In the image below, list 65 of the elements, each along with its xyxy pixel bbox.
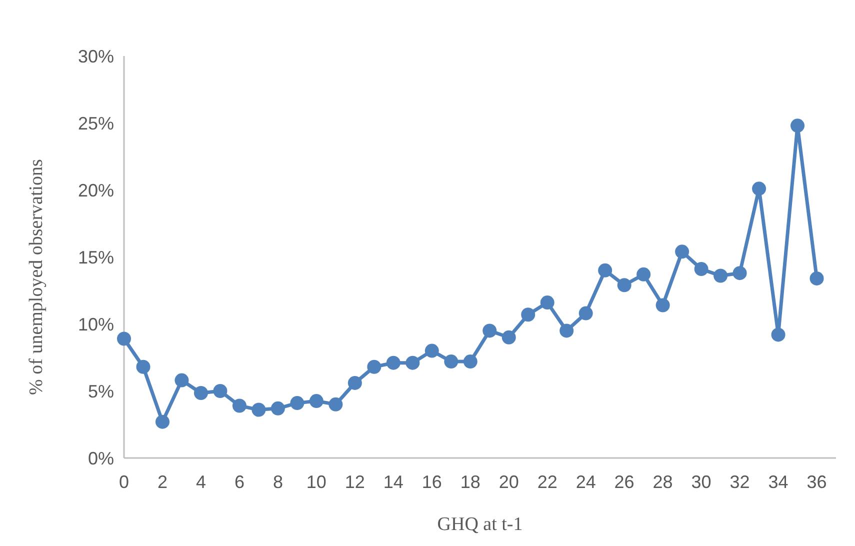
point: [424, 344, 439, 358]
x-tick-label: 16: [422, 472, 442, 492]
point: [694, 262, 708, 276]
point: [675, 244, 690, 259]
point: [598, 263, 612, 278]
point: [636, 267, 651, 282]
x-tick-label: 30: [691, 472, 712, 492]
x-tick-label: 32: [730, 472, 750, 492]
point: [771, 328, 786, 342]
point: [252, 402, 266, 417]
point: [309, 394, 324, 408]
x-tick-label: 0: [118, 472, 130, 492]
point: [502, 330, 516, 344]
y-tick-label: 5%: [88, 381, 114, 402]
point: [463, 354, 478, 369]
x-tick-label: 10: [306, 472, 326, 492]
point: [714, 268, 728, 283]
y-tick-label: 0%: [88, 448, 114, 468]
point: [560, 324, 574, 338]
point: [117, 332, 131, 346]
point: [174, 373, 189, 388]
x-tick-label: 34: [768, 472, 788, 492]
point: [290, 396, 304, 410]
y-tick-label: 10%: [78, 314, 114, 334]
x-tick-label: 36: [806, 472, 827, 492]
x-tick-label: 2: [157, 472, 168, 492]
point: [386, 356, 400, 370]
x-tick-label: 26: [614, 472, 634, 492]
point: [810, 271, 824, 286]
point: [617, 278, 632, 292]
x-tick-label: 12: [344, 472, 365, 492]
x-tick-label: 4: [196, 472, 206, 492]
point: [328, 397, 343, 412]
point: [540, 296, 554, 310]
y-tick-label: 30%: [78, 46, 114, 66]
point: [367, 360, 382, 374]
x-tick-label: 24: [576, 472, 596, 492]
point: [155, 414, 170, 429]
point: [136, 360, 150, 374]
point: [482, 324, 497, 338]
point: [578, 306, 593, 320]
point: [752, 182, 766, 196]
x-tick-label: 28: [652, 472, 673, 492]
x-axis-title: GHQ at t-1: [437, 514, 523, 535]
point: [444, 354, 458, 369]
x-tick-label: 18: [460, 472, 480, 492]
x-tick-label: 6: [234, 472, 244, 492]
point: [656, 298, 670, 312]
x-tick-label: 20: [498, 472, 519, 492]
point: [270, 401, 285, 416]
y-tick-label: 20%: [78, 180, 114, 200]
point: [194, 386, 208, 400]
point: [213, 384, 228, 398]
point: [348, 376, 362, 390]
point: [732, 266, 747, 280]
point: [521, 308, 536, 322]
x-tick-label: 8: [272, 472, 283, 492]
point: [232, 398, 246, 413]
point: [406, 356, 420, 370]
y-axis-title: % of unemployed observations: [26, 159, 47, 395]
y-tick-label: 25%: [78, 113, 114, 134]
point: [790, 118, 805, 133]
x-tick-label: 14: [383, 472, 404, 492]
y-tick-label: 15%: [78, 247, 114, 268]
x-tick-label: 22: [537, 472, 558, 492]
